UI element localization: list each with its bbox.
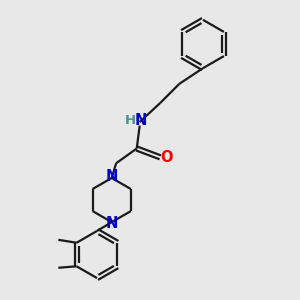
- Text: N: N: [106, 216, 118, 231]
- Text: H: H: [124, 114, 136, 127]
- Text: O: O: [160, 150, 173, 165]
- Text: N: N: [106, 169, 118, 184]
- Text: N: N: [135, 113, 147, 128]
